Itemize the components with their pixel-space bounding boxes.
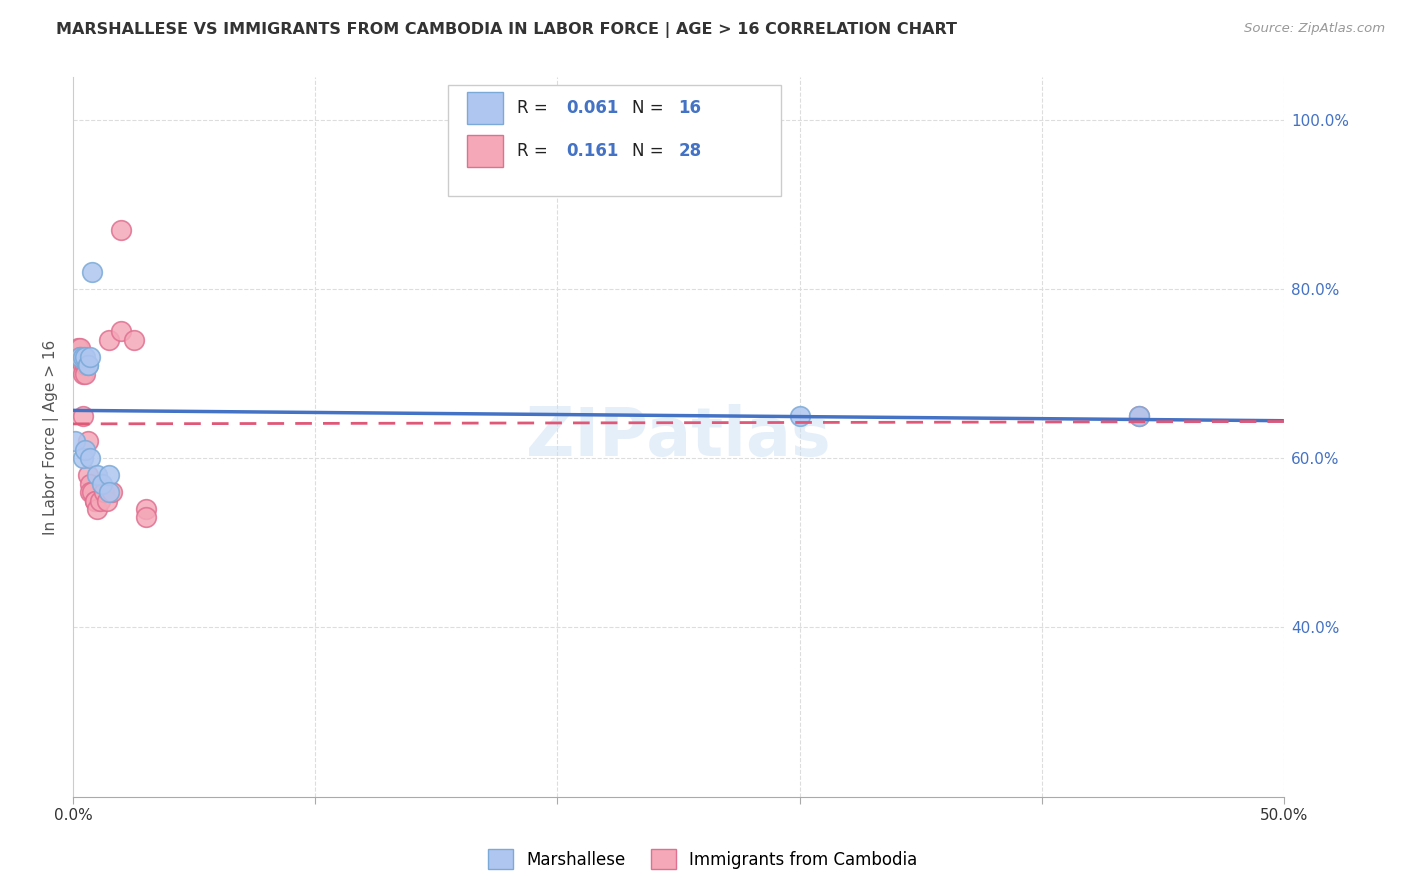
Point — [122, 333, 145, 347]
Point — [98, 333, 121, 347]
Point — [82, 265, 104, 279]
FancyBboxPatch shape — [467, 135, 503, 168]
FancyBboxPatch shape — [449, 85, 782, 196]
Point — [65, 434, 87, 449]
Text: MARSHALLESE VS IMMIGRANTS FROM CAMBODIA IN LABOR FORCE | AGE > 16 CORRELATION CH: MARSHALLESE VS IMMIGRANTS FROM CAMBODIA … — [56, 22, 957, 38]
Point — [76, 468, 98, 483]
Point — [79, 451, 101, 466]
Point — [98, 468, 121, 483]
Point — [72, 451, 94, 466]
Text: Source: ZipAtlas.com: Source: ZipAtlas.com — [1244, 22, 1385, 36]
Point — [82, 485, 104, 500]
Point — [1128, 409, 1150, 423]
Y-axis label: In Labor Force | Age > 16: In Labor Force | Age > 16 — [44, 340, 59, 534]
FancyBboxPatch shape — [467, 92, 503, 124]
Text: 16: 16 — [679, 99, 702, 117]
Point — [76, 358, 98, 372]
Point — [75, 367, 97, 381]
Point — [72, 367, 94, 381]
Point — [93, 485, 115, 500]
Point — [75, 350, 97, 364]
Point — [72, 358, 94, 372]
Point — [79, 485, 101, 500]
Point — [110, 223, 132, 237]
Point — [66, 341, 89, 355]
Point — [89, 493, 111, 508]
Point — [83, 493, 105, 508]
Point — [1128, 409, 1150, 423]
Legend: Marshallese, Immigrants from Cambodia: Marshallese, Immigrants from Cambodia — [478, 838, 928, 880]
Point — [135, 510, 157, 524]
Point — [69, 350, 91, 364]
Point — [72, 409, 94, 423]
Point — [83, 493, 105, 508]
Point — [110, 324, 132, 338]
Point — [100, 485, 122, 500]
Point — [69, 350, 91, 364]
Point — [69, 341, 91, 355]
Point — [75, 358, 97, 372]
Point — [75, 442, 97, 457]
Text: N =: N = — [633, 142, 669, 161]
Text: N =: N = — [633, 99, 669, 117]
Text: ZIPatlas: ZIPatlas — [526, 404, 831, 470]
Text: 28: 28 — [679, 142, 702, 161]
Point — [789, 409, 811, 423]
Text: 0.061: 0.061 — [565, 99, 619, 117]
Text: R =: R = — [517, 99, 554, 117]
Point — [96, 493, 118, 508]
Text: 0.161: 0.161 — [565, 142, 619, 161]
Point — [98, 485, 121, 500]
Text: R =: R = — [517, 142, 558, 161]
Point — [91, 476, 114, 491]
Point — [79, 350, 101, 364]
Point — [135, 502, 157, 516]
Point — [86, 468, 108, 483]
Point — [86, 502, 108, 516]
Point — [79, 476, 101, 491]
Point — [76, 434, 98, 449]
Point — [65, 350, 87, 364]
Point — [72, 350, 94, 364]
Point — [76, 358, 98, 372]
